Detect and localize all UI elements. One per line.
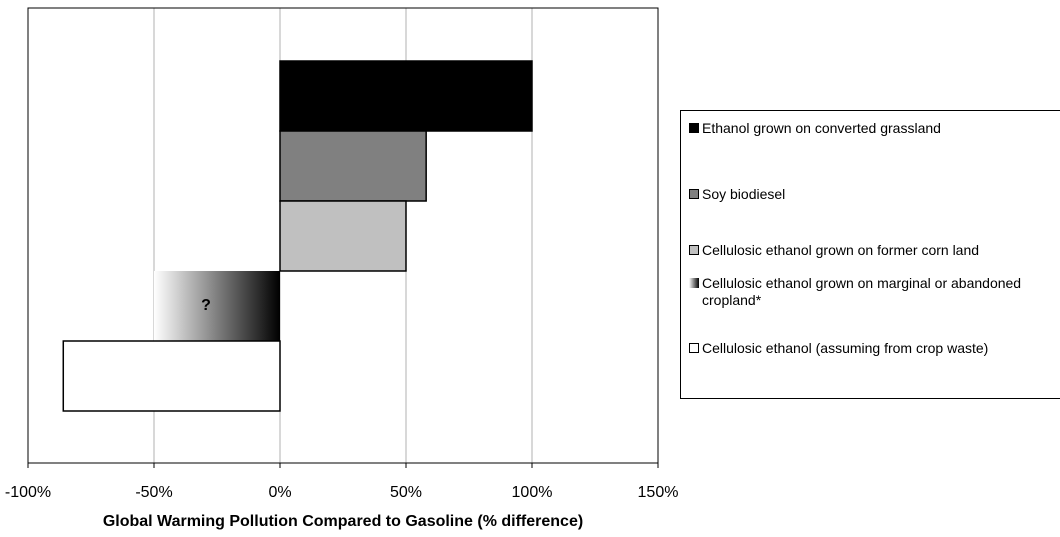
legend-entry: Cellulosic ethanol grown on former corn … xyxy=(689,242,979,259)
legend-label: Ethanol grown on converted grassland xyxy=(702,120,941,136)
legend-swatch xyxy=(689,123,699,133)
x-tick-label: 50% xyxy=(390,484,422,501)
x-tick-label: 0% xyxy=(268,484,291,501)
x-tick-label: -100% xyxy=(5,484,51,501)
bar xyxy=(279,130,427,202)
x-axis-title: Global Warming Pollution Compared to Gas… xyxy=(103,513,583,530)
legend-label: Cellulosic ethanol (assuming from crop w… xyxy=(702,340,989,356)
legend-label: Soy biodiesel xyxy=(702,186,786,202)
legend-entry: Soy biodiesel xyxy=(689,186,785,203)
legend-entry: Cellulosic ethanol (assuming from crop w… xyxy=(689,340,988,357)
legend-entry: Ethanol grown on converted grassland xyxy=(689,120,941,137)
plot-border xyxy=(27,7,659,464)
legend-entry: Cellulosic ethanol grown on marginal or … xyxy=(689,275,1027,309)
legend: Ethanol grown on converted grassland Soy … xyxy=(680,110,1060,399)
x-tick-label: 100% xyxy=(512,484,553,501)
legend-label: Cellulosic ethanol grown on former corn … xyxy=(702,242,980,258)
legend-swatch xyxy=(689,245,699,255)
bar xyxy=(154,271,280,341)
legend-swatch xyxy=(689,278,699,288)
bar xyxy=(279,60,533,132)
legend-swatch xyxy=(689,343,699,353)
legend-label: Cellulosic ethanol grown on marginal or … xyxy=(702,275,1022,308)
bar xyxy=(279,200,407,272)
x-tick-label: 150% xyxy=(638,484,679,501)
annotation: ? xyxy=(201,297,211,314)
x-tick-label: -50% xyxy=(135,484,172,501)
legend-swatch xyxy=(689,189,699,199)
bar xyxy=(62,340,281,412)
